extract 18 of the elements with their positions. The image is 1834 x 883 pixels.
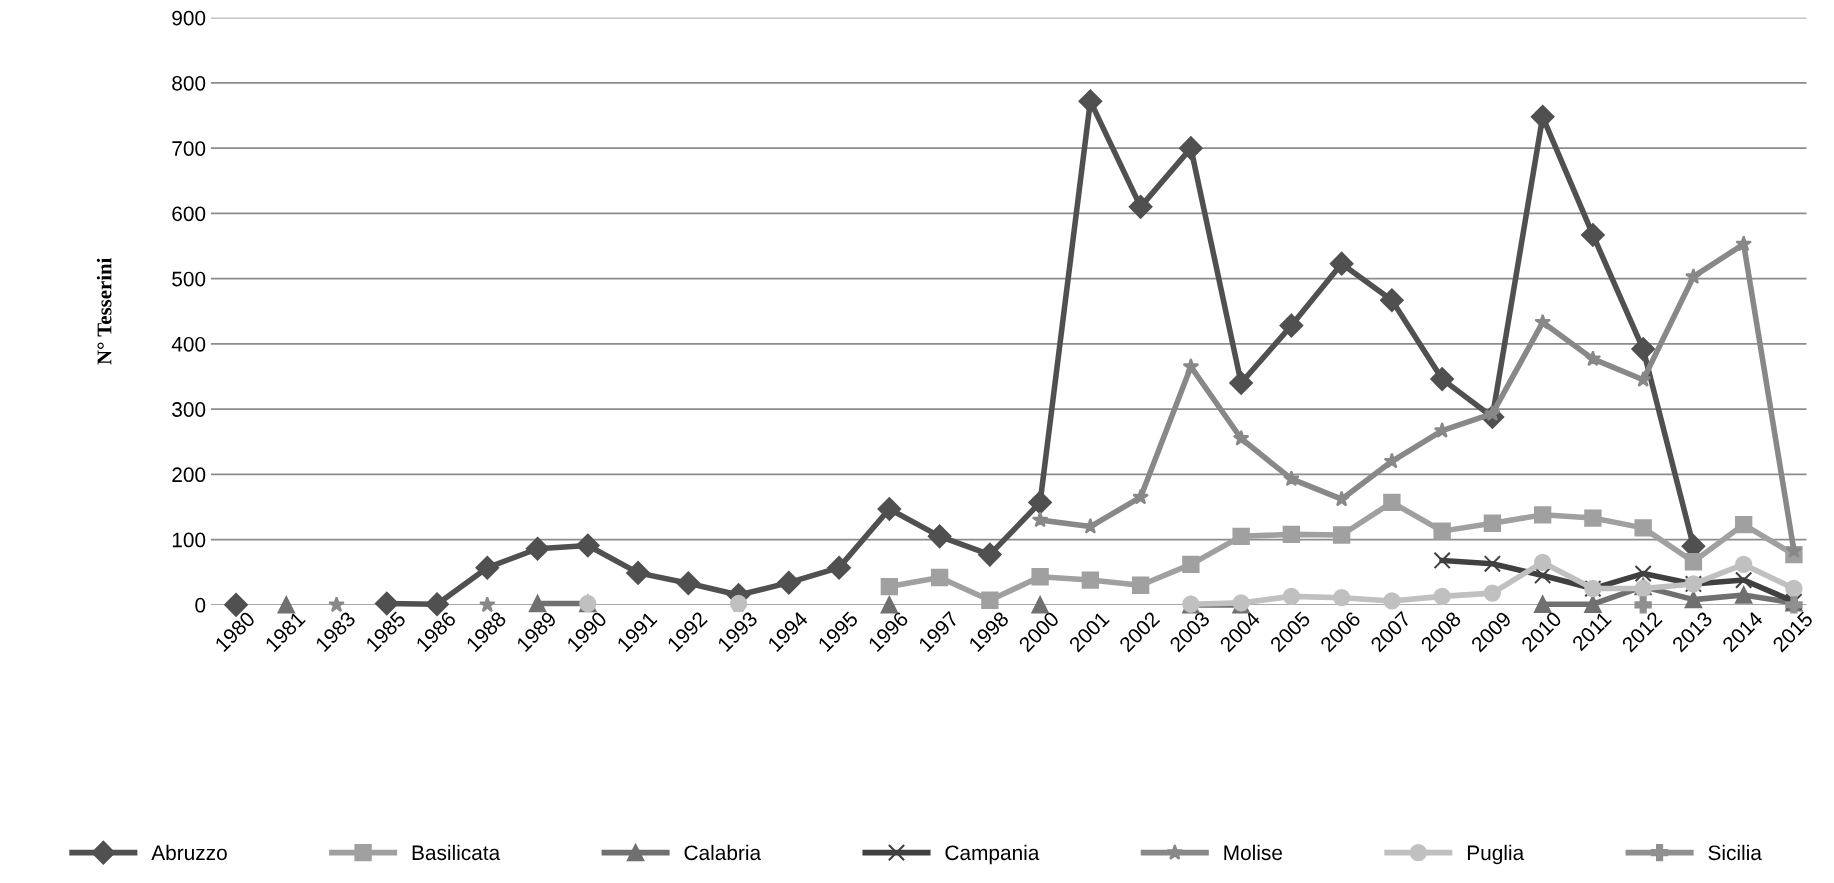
y-tick-label: 700 — [172, 141, 206, 156]
y-tick-label: 100 — [172, 532, 206, 548]
y-tick-label: 400 — [171, 336, 206, 352]
y-tick-label: 600 — [172, 206, 206, 222]
y-tick-label: 200 — [172, 467, 206, 483]
y-tick-label: 500 — [172, 271, 206, 287]
legend-label: Molise — [1224, 844, 1282, 861]
y-axis-title: N° Tesserini — [96, 257, 112, 365]
legend-label: Abruzzo — [151, 844, 227, 861]
legend-label: Basilicata — [412, 844, 501, 861]
y-tick-label: 0 — [195, 597, 206, 613]
legend-label: Calabria — [684, 844, 762, 861]
y-tick-label: 900 — [172, 10, 206, 26]
y-tick-label: 800 — [172, 75, 206, 91]
legend-label: Sicilia — [1708, 844, 1762, 861]
legend-label: Campania — [945, 844, 1040, 865]
y-tick-label: 300 — [172, 402, 206, 417]
legend-label: Puglia — [1467, 844, 1525, 865]
